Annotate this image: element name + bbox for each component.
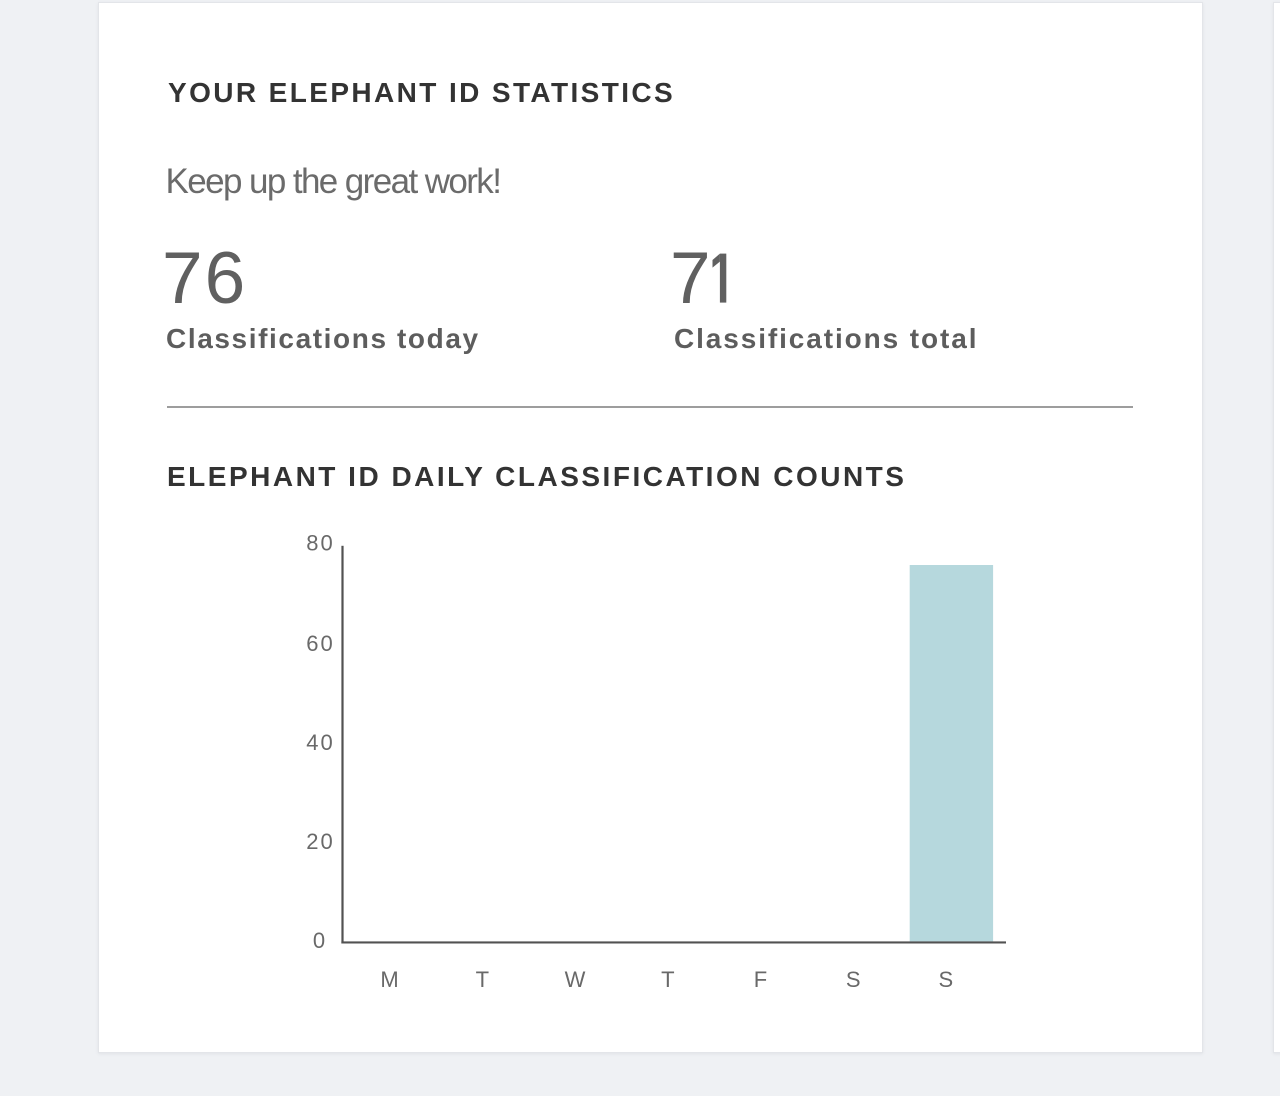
svg-text:80: 80 [306, 530, 334, 555]
svg-text:F: F [754, 967, 767, 992]
svg-text:S: S [846, 967, 861, 992]
svg-text:40: 40 [306, 730, 334, 755]
svg-text:20: 20 [306, 829, 334, 854]
svg-text:60: 60 [306, 631, 334, 656]
svg-text:T: T [661, 967, 674, 992]
svg-text:S: S [939, 967, 954, 992]
svg-text:T: T [476, 967, 489, 992]
svg-text:W: W [565, 967, 586, 992]
svg-text:M: M [380, 967, 398, 992]
svg-text:0: 0 [313, 928, 327, 953]
